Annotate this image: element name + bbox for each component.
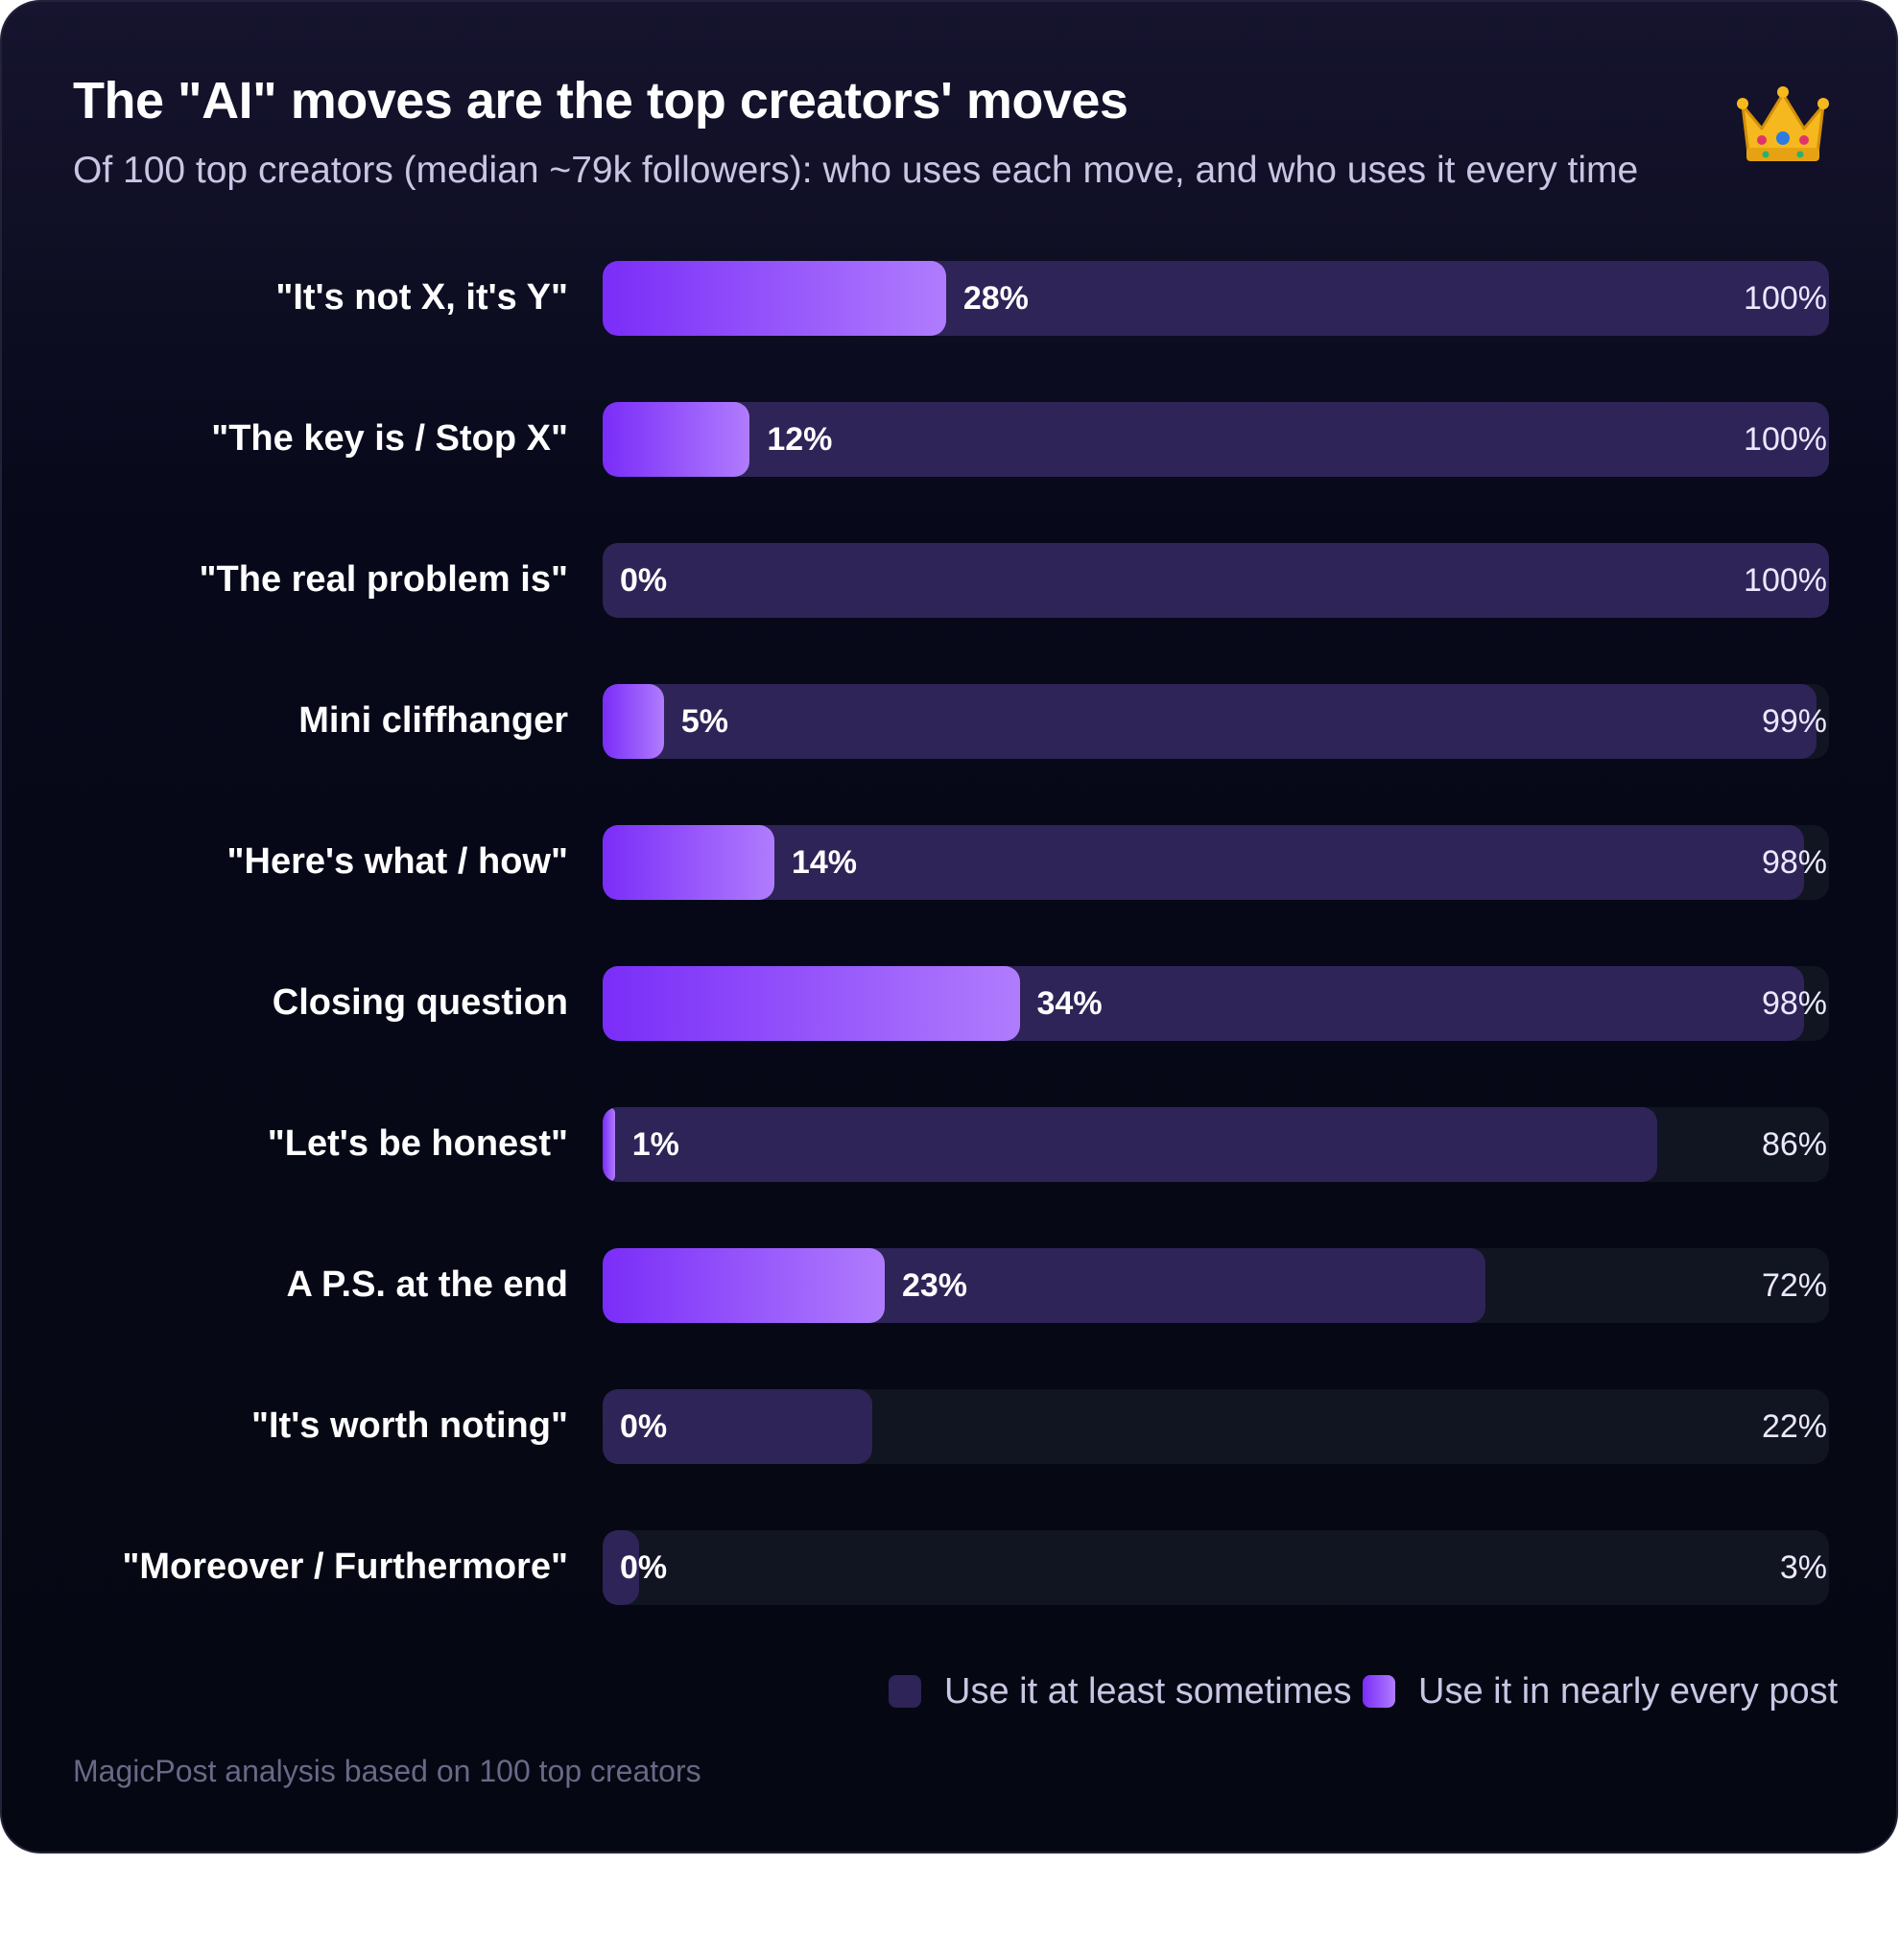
chart-subtitle: Of 100 top creators (median ~79k followe… — [73, 150, 1639, 191]
bar-every-post — [603, 402, 750, 477]
legend-item-sometimes: Use it at least sometimes — [889, 1667, 1351, 1715]
bar-sometimes — [603, 402, 1829, 477]
category-label: "Moreover / Furthermore" — [122, 1547, 568, 1587]
bar-sometimes — [603, 684, 1817, 759]
bar-row: "The key is / Stop X" 12% 100% — [2, 400, 1896, 477]
value-label-every: 14% — [791, 844, 857, 881]
crown-icon — [1737, 86, 1829, 161]
value-label-sometimes: 98% — [1761, 985, 1827, 1022]
value-label-every: 0% — [620, 562, 668, 599]
bar-sometimes — [603, 825, 1805, 900]
value-label-sometimes: 22% — [1761, 1408, 1827, 1445]
bar-row: Closing question 34% 98% — [2, 964, 1896, 1041]
category-label: "Here's what / how" — [226, 841, 568, 882]
bar-row: Mini cliffhanger 5% 99% — [2, 682, 1896, 759]
value-label-sometimes: 98% — [1761, 844, 1827, 881]
bar-sometimes — [603, 1107, 1658, 1182]
legend-item-every: Use it in nearly every post — [1363, 1667, 1838, 1715]
bar-row: "Moreover / Furthermore" 0% 3% — [2, 1528, 1896, 1605]
legend-swatch-sometimes — [889, 1675, 921, 1708]
bar-every-post — [603, 966, 1020, 1041]
bar-sometimes — [603, 543, 1829, 618]
category-label: "It's worth noting" — [250, 1405, 568, 1446]
value-label-every: 23% — [901, 1267, 967, 1304]
bar-track — [603, 1248, 1829, 1323]
bar-track — [603, 684, 1829, 759]
legend-label-every: Use it in nearly every post — [1418, 1670, 1839, 1712]
value-label-every: 0% — [620, 1549, 668, 1586]
bar-row: "The real problem is" 0% 100% — [2, 541, 1896, 618]
value-label-sometimes: 99% — [1761, 703, 1827, 740]
bar-every-post — [603, 1107, 615, 1182]
value-label-sometimes: 3% — [1779, 1549, 1827, 1586]
bar-every-post — [603, 261, 946, 336]
value-label-sometimes: 100% — [1744, 562, 1827, 599]
bar-track — [603, 1107, 1829, 1182]
legend-label-sometimes: Use it at least sometimes — [944, 1670, 1352, 1712]
source-note: MagicPost analysis based on 100 top crea… — [73, 1754, 701, 1788]
chart-title: The "AI" moves are the top creators' mov… — [73, 72, 1128, 130]
value-label-every: 12% — [767, 421, 833, 458]
category-label: "The key is / Stop X" — [211, 418, 568, 459]
bar-track — [603, 966, 1829, 1041]
chart-card: The "AI" moves are the top creators' mov… — [0, 0, 1898, 1854]
category-label: "The real problem is" — [199, 559, 568, 600]
bar-every-post — [603, 825, 774, 900]
category-label: "Let's be honest" — [267, 1123, 568, 1164]
bar-track — [603, 1530, 1829, 1605]
bar-track — [603, 402, 1829, 477]
bar-every-post — [603, 1248, 885, 1323]
value-label-every: 28% — [962, 280, 1029, 317]
bar-every-post — [603, 684, 664, 759]
value-label-every: 0% — [620, 1408, 668, 1445]
bar-sometimes — [603, 1530, 640, 1605]
bar-track — [603, 1389, 1829, 1464]
value-label-every: 5% — [680, 703, 729, 740]
value-label-every: 34% — [1036, 985, 1103, 1022]
value-label-sometimes: 100% — [1744, 280, 1827, 317]
bar-row: "It's not X, it's Y" 28% 100% — [2, 259, 1896, 336]
category-label: "It's not X, it's Y" — [275, 277, 568, 318]
bar-track — [603, 825, 1829, 900]
bar-row: "Here's what / how" 14% 98% — [2, 823, 1896, 900]
bar-track — [603, 543, 1829, 618]
category-label: A P.S. at the end — [286, 1264, 568, 1305]
category-label: Mini cliffhanger — [298, 700, 568, 741]
bar-row: A P.S. at the end 23% 72% — [2, 1246, 1896, 1323]
value-label-every: 1% — [631, 1126, 679, 1163]
bar-sometimes — [603, 1389, 873, 1464]
category-label: Closing question — [272, 982, 568, 1023]
value-label-sometimes: 100% — [1744, 421, 1827, 458]
value-label-sometimes: 72% — [1761, 1267, 1827, 1304]
bar-track — [603, 261, 1829, 336]
bar-row: "It's worth noting" 0% 22% — [2, 1387, 1896, 1464]
legend-swatch-every — [1363, 1675, 1395, 1708]
bar-row: "Let's be honest" 1% 86% — [2, 1105, 1896, 1182]
value-label-sometimes: 86% — [1761, 1126, 1827, 1163]
